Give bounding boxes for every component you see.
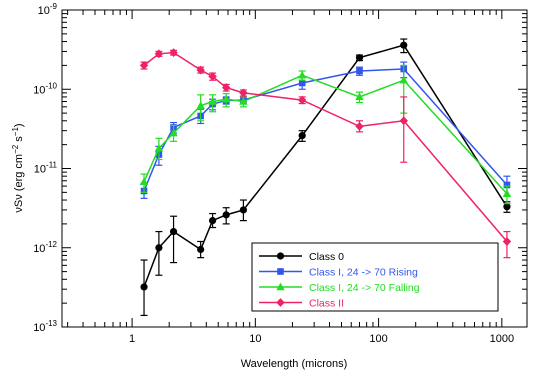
- data-point: [356, 67, 363, 75]
- data-point: [298, 132, 306, 140]
- data-point: [502, 189, 512, 197]
- data-point: [154, 49, 164, 59]
- x-axis-ticks: 1 10 100 1000: [67, 10, 514, 345]
- legend-entries: Class 0 Class I, 24 -> 70 Rising Class I, …: [259, 251, 420, 310]
- y-axis-title: νSν (erg cm−2 s−1): [11, 123, 25, 212]
- series-3: [139, 48, 512, 259]
- legend-entry: Class I, 24 -> 70 Rising: [259, 267, 418, 279]
- legend-marker: [276, 252, 285, 260]
- data-point: [502, 237, 512, 246]
- data-point: [196, 65, 205, 75]
- legend-marker: [276, 298, 285, 307]
- data-point: [154, 143, 164, 152]
- legend-label: Class II: [309, 298, 344, 310]
- data-point: [399, 75, 408, 84]
- data-point: [239, 88, 248, 98]
- series-line: [143, 74, 508, 195]
- legend-label: Class I, 24 -> 70 Rising: [309, 267, 418, 279]
- legend: Class 0 Class I, 24 -> 70 Rising Class I, …: [251, 242, 499, 312]
- legend-marker: [277, 268, 284, 275]
- data-point: [298, 79, 306, 87]
- legend-label: Class 0: [309, 251, 344, 263]
- data-point: [355, 121, 364, 131]
- data-point: [355, 54, 364, 62]
- data-point: [355, 92, 364, 101]
- legend-box: [251, 242, 499, 312]
- data-point: [400, 41, 408, 49]
- series-2: [139, 64, 512, 205]
- data-point: [140, 283, 148, 291]
- data-point: [155, 244, 163, 252]
- y-tick-label: 10-11: [34, 161, 58, 176]
- data-point: [208, 97, 217, 105]
- data-point: [297, 70, 307, 79]
- x-tick-label: 1000: [490, 333, 514, 345]
- series-line: [143, 51, 508, 242]
- x-tick-label: 100: [369, 333, 387, 345]
- data-point: [221, 83, 231, 92]
- legend-entry: Class II: [259, 298, 344, 310]
- y-axis-ticks: 10-13 10-12 10-11 10-10 10-9: [33, 2, 527, 334]
- data-point: [239, 206, 247, 214]
- data-point: [139, 177, 149, 185]
- data-point: [503, 181, 511, 189]
- y-tick-label: 10-12: [33, 240, 57, 255]
- y-tick-label: 10-10: [33, 81, 57, 96]
- data-point: [239, 97, 248, 105]
- data-point: [208, 217, 217, 225]
- data-point: [197, 245, 205, 254]
- legend-label: Class I, 24 -> 70 Falling: [309, 282, 420, 294]
- data-point: [399, 116, 408, 126]
- y-tick-label: 10-13: [33, 319, 57, 334]
- x-tick-label: 10: [249, 333, 261, 345]
- series-line: [143, 68, 508, 192]
- data-point: [208, 72, 217, 81]
- x-tick-label: 1: [129, 333, 135, 345]
- data-point: [503, 203, 511, 211]
- data-point: [169, 128, 178, 137]
- legend-entry: Class I, 24 -> 70 Falling: [259, 282, 420, 294]
- data-point: [169, 48, 178, 58]
- series-layer: [139, 38, 512, 317]
- data-point: [221, 94, 231, 103]
- data-point: [139, 60, 149, 70]
- series-0: [140, 38, 511, 317]
- data-point: [196, 101, 205, 109]
- x-axis-title: Wavelength (microns): [241, 358, 348, 370]
- data-point: [169, 227, 178, 236]
- legend-entry: Class 0: [259, 251, 344, 263]
- legend-marker: [276, 282, 285, 291]
- data-point: [222, 211, 230, 219]
- data-point: [297, 95, 307, 105]
- series-1: [140, 61, 511, 199]
- y-tick-label: 10-9: [38, 2, 58, 17]
